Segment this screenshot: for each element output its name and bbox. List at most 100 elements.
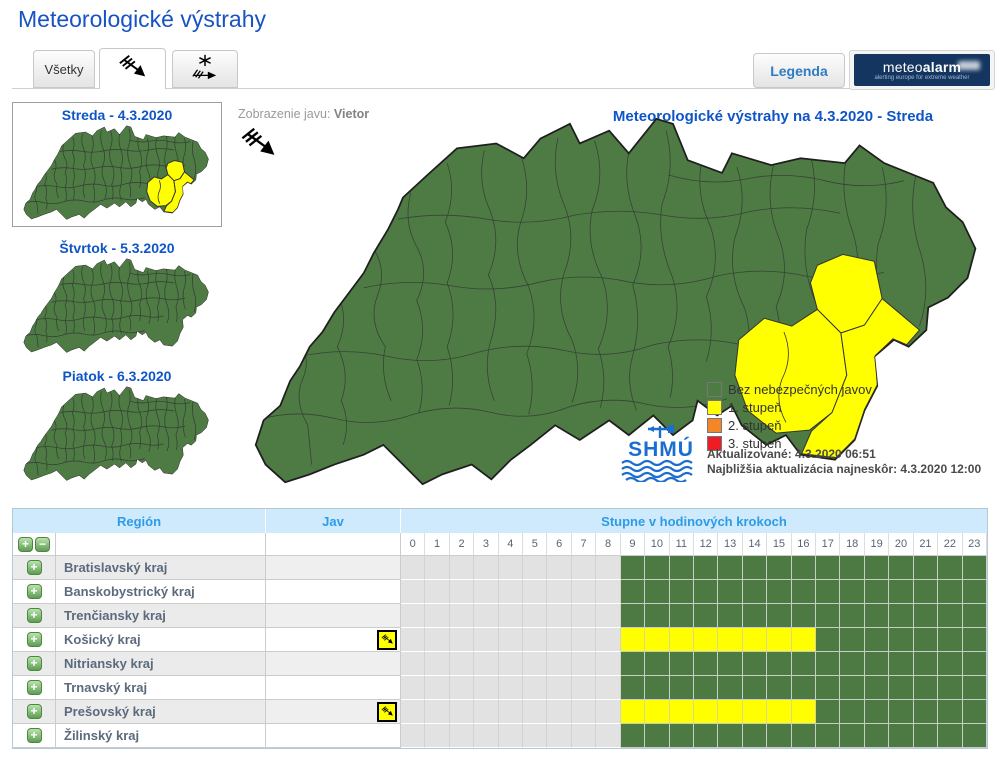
hour-cell: [767, 556, 792, 580]
hour-label: 17: [816, 533, 841, 556]
hour-cell: [498, 724, 524, 748]
hour-label: 20: [889, 533, 914, 556]
mini-map-streda[interactable]: [19, 125, 215, 222]
expand-row-button[interactable]: +: [26, 704, 42, 719]
collapse-all-button[interactable]: −: [35, 536, 50, 552]
table-row: + Žilinský kraj: [13, 724, 987, 748]
region-name: Prešovský kraj: [56, 700, 266, 724]
wind-warning-icon[interactable]: [377, 629, 397, 650]
legend-label: 3. stupeň: [728, 436, 782, 451]
hour-cell: [474, 580, 499, 604]
wind-warning-icon[interactable]: [377, 701, 397, 722]
hour-cell: [816, 580, 841, 604]
hour-cell: [913, 724, 939, 748]
hour-cell: [767, 676, 792, 700]
hour-cell: [791, 556, 817, 580]
expand-row-button[interactable]: +: [26, 608, 42, 623]
hour-cell: [523, 628, 548, 652]
day-title: Štvrtok - 5.3.2020: [59, 240, 175, 256]
hour-cell: [498, 700, 524, 724]
hour-cell: [645, 652, 670, 676]
hour-cell: [962, 628, 987, 652]
day-title: Piatok - 6.3.2020: [62, 368, 172, 384]
expand-row-button[interactable]: +: [26, 560, 42, 575]
hour-cell: [645, 628, 670, 652]
hour-label: 23: [962, 533, 987, 556]
legend-swatch-red: [707, 436, 722, 451]
meteoalarm-logo[interactable]: meteoalarm alerting europe for extreme w…: [849, 50, 995, 90]
hour-cell: [938, 604, 963, 628]
phenomenon-cell: [266, 580, 401, 604]
hour-cell: [791, 652, 817, 676]
hour-cell: [523, 676, 548, 700]
legend-button[interactable]: Legenda: [753, 53, 845, 88]
expand-all-button[interactable]: +: [18, 536, 33, 552]
hour-cell: [840, 676, 865, 700]
hour-cell: [547, 652, 572, 676]
hour-cell: [571, 652, 597, 676]
expand-row-button[interactable]: +: [26, 584, 42, 599]
table-header: Región Jav Stupne v hodinových krokoch: [13, 509, 987, 533]
hour-cell: [816, 700, 841, 724]
updated-at: Aktualizované: 4.3.2020 06:51: [707, 447, 876, 461]
hour-cell: [816, 628, 841, 652]
hour-cell: [547, 628, 572, 652]
hour-cell: [547, 700, 572, 724]
expand-row-button[interactable]: +: [26, 680, 42, 695]
hour-cell: [742, 628, 768, 652]
hour-cell: [913, 700, 939, 724]
table-row: + Banskobystrický kraj: [13, 580, 987, 604]
expand-row-button[interactable]: +: [26, 728, 42, 743]
hour-cell: [449, 700, 475, 724]
hour-cell: [889, 700, 914, 724]
table-control-row: + − 0 1 2 3 4 5 6 7 8 9 10 11 12 13 14 15 16 17 18 19 20 21 22…: [13, 533, 987, 556]
hour-cell: [669, 724, 694, 748]
hour-cell: [523, 580, 548, 604]
hour-cell: [474, 676, 499, 700]
day-title: Streda - 4.3.2020: [61, 107, 173, 123]
hour-cell: [693, 652, 719, 676]
hour-cell: [718, 604, 743, 628]
hour-cell: [791, 676, 817, 700]
hour-label: 2: [449, 533, 475, 556]
hour-cell: [620, 628, 646, 652]
hour-cell: [449, 652, 475, 676]
hour-cell: [547, 724, 572, 748]
hour-label: 16: [791, 533, 817, 556]
tab-all-warnings[interactable]: Všetky: [33, 50, 95, 88]
hour-label: 21: [913, 533, 939, 556]
hour-cell: [401, 676, 426, 700]
hour-cell: [840, 724, 865, 748]
hour-cell: [401, 652, 426, 676]
hour-cell: [816, 724, 841, 748]
hour-cell: [596, 724, 621, 748]
day-card-streda[interactable]: Streda - 4.3.2020: [12, 102, 222, 227]
expand-row-button[interactable]: +: [26, 656, 42, 671]
hour-cell: [742, 604, 768, 628]
region-name: Banskobystrický kraj: [56, 580, 266, 604]
hour-cell: [645, 580, 670, 604]
hour-cell: [547, 604, 572, 628]
phenomenon-cell: [266, 724, 401, 748]
hour-cell: [693, 676, 719, 700]
hour-cell: [889, 676, 914, 700]
tab-snow[interactable]: [172, 50, 238, 88]
hour-cell: [889, 580, 914, 604]
mini-map-piatok[interactable]: [19, 386, 215, 483]
day-card-piatok[interactable]: Piatok - 6.3.2020: [12, 368, 222, 483]
mini-map-stvrtok[interactable]: [19, 258, 215, 355]
hour-cell: [645, 556, 670, 580]
hour-cell: [718, 676, 743, 700]
region-name: Trnavský kraj: [56, 676, 266, 700]
hour-cell: [401, 604, 426, 628]
expand-row-button[interactable]: +: [26, 632, 42, 647]
map-title: Meteorologické výstrahy na 4.3.2020 - St…: [612, 108, 934, 125]
day-card-stvrtok[interactable]: Štvrtok - 5.3.2020: [12, 240, 222, 355]
table-row: + Nitriansky kraj: [13, 652, 987, 676]
empty-cell: [56, 533, 266, 556]
meteoalarm-tagline: alerting europe for extreme weather: [874, 74, 970, 81]
hour-cell: [938, 628, 963, 652]
hour-cell: [401, 556, 426, 580]
tab-wind[interactable]: [99, 48, 166, 89]
shmu-logo: SHMÚ: [621, 425, 693, 482]
